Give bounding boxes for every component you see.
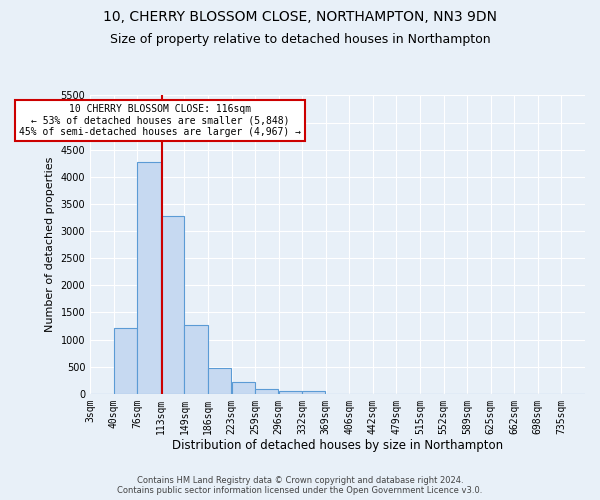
Text: 10, CHERRY BLOSSOM CLOSE, NORTHAMPTON, NN3 9DN: 10, CHERRY BLOSSOM CLOSE, NORTHAMPTON, N…	[103, 10, 497, 24]
Bar	[302, 391, 325, 394]
X-axis label: Distribution of detached houses by size in Northampton: Distribution of detached houses by size …	[172, 440, 503, 452]
Bar	[114, 328, 137, 394]
Y-axis label: Number of detached properties: Number of detached properties	[45, 157, 55, 332]
Bar	[208, 368, 231, 394]
Bar	[232, 382, 255, 394]
Bar	[184, 325, 208, 394]
Bar	[161, 216, 184, 394]
Text: Size of property relative to detached houses in Northampton: Size of property relative to detached ho…	[110, 32, 490, 46]
Bar	[255, 389, 278, 394]
Text: Contains HM Land Registry data © Crown copyright and database right 2024.
Contai: Contains HM Land Registry data © Crown c…	[118, 476, 482, 495]
Bar	[137, 162, 161, 394]
Bar	[278, 391, 302, 394]
Text: 10 CHERRY BLOSSOM CLOSE: 116sqm
← 53% of detached houses are smaller (5,848)
45%: 10 CHERRY BLOSSOM CLOSE: 116sqm ← 53% of…	[19, 104, 301, 137]
